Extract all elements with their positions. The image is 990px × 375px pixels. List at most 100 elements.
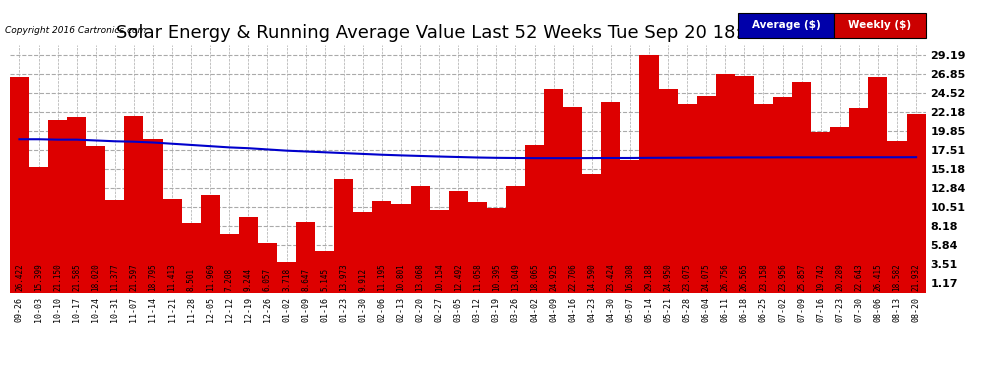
Text: 23.158: 23.158 — [759, 263, 768, 291]
Text: 11.377: 11.377 — [110, 263, 120, 291]
Title: Solar Energy & Running Average Value Last 52 Weeks Tue Sep 20 18:53: Solar Energy & Running Average Value Las… — [116, 24, 764, 42]
Bar — [411, 186, 430, 292]
Bar — [10, 77, 29, 292]
FancyBboxPatch shape — [834, 13, 926, 38]
Bar — [467, 202, 487, 292]
Text: 16.308: 16.308 — [626, 263, 635, 291]
Bar — [487, 208, 506, 292]
Bar — [372, 201, 391, 292]
Bar — [353, 212, 372, 292]
Bar — [296, 222, 315, 292]
Bar — [220, 234, 239, 292]
Bar — [86, 146, 105, 292]
Text: 22.643: 22.643 — [854, 263, 863, 291]
Text: 3.718: 3.718 — [282, 268, 291, 291]
Text: 12.492: 12.492 — [453, 263, 462, 291]
Text: 11.969: 11.969 — [206, 263, 215, 291]
Bar — [448, 190, 467, 292]
Text: 26.422: 26.422 — [15, 263, 24, 291]
Text: 9.912: 9.912 — [358, 268, 367, 291]
Bar — [907, 114, 926, 292]
Bar — [277, 262, 296, 292]
Text: Weekly ($): Weekly ($) — [848, 20, 912, 30]
Bar — [144, 139, 162, 292]
Text: 13.049: 13.049 — [511, 263, 520, 291]
Bar — [887, 141, 907, 292]
Text: 11.058: 11.058 — [473, 263, 482, 291]
Bar — [162, 200, 181, 292]
Text: 18.065: 18.065 — [530, 263, 539, 291]
Text: 6.057: 6.057 — [263, 268, 272, 291]
Text: 21.932: 21.932 — [912, 263, 921, 291]
Bar — [868, 77, 887, 292]
Bar — [658, 89, 677, 292]
Bar — [105, 200, 125, 292]
Text: 24.950: 24.950 — [663, 263, 672, 291]
Text: 24.925: 24.925 — [549, 263, 558, 291]
Bar — [697, 96, 716, 292]
Bar — [201, 195, 220, 292]
Bar — [640, 54, 658, 292]
Bar — [677, 104, 697, 292]
Bar — [315, 251, 335, 292]
FancyBboxPatch shape — [738, 13, 834, 38]
Text: 23.075: 23.075 — [683, 263, 692, 291]
Bar — [335, 178, 353, 292]
Bar — [391, 204, 411, 292]
Bar — [49, 120, 67, 292]
Text: 11.413: 11.413 — [167, 263, 176, 291]
Text: 9.244: 9.244 — [244, 268, 252, 291]
Bar — [525, 145, 545, 292]
Text: 24.075: 24.075 — [702, 263, 711, 291]
Bar — [601, 102, 621, 292]
Text: 11.195: 11.195 — [377, 263, 386, 291]
Bar — [811, 132, 831, 292]
Text: 10.154: 10.154 — [435, 263, 444, 291]
Text: 10.801: 10.801 — [397, 263, 406, 291]
Bar — [29, 167, 49, 292]
Bar — [792, 82, 811, 292]
Text: 19.742: 19.742 — [816, 263, 826, 291]
Text: 29.188: 29.188 — [644, 263, 653, 291]
Text: 26.756: 26.756 — [721, 263, 730, 291]
Bar — [67, 117, 86, 292]
Bar — [754, 104, 773, 292]
Text: 20.289: 20.289 — [836, 263, 844, 291]
Bar — [621, 159, 640, 292]
Text: 10.395: 10.395 — [492, 263, 501, 291]
Bar — [544, 89, 563, 292]
Bar — [181, 223, 201, 292]
Bar — [258, 243, 277, 292]
Text: 26.415: 26.415 — [873, 263, 882, 291]
Bar — [125, 116, 144, 292]
Bar — [831, 127, 849, 292]
Bar — [582, 174, 601, 292]
Text: 15.399: 15.399 — [34, 263, 43, 291]
Text: 21.597: 21.597 — [130, 263, 139, 291]
Bar — [716, 74, 735, 292]
Bar — [239, 217, 258, 292]
Bar — [563, 107, 582, 292]
Text: 18.020: 18.020 — [91, 263, 100, 291]
Text: 13.068: 13.068 — [416, 263, 425, 291]
Text: 21.150: 21.150 — [53, 263, 62, 291]
Text: 14.590: 14.590 — [587, 263, 596, 291]
Text: 7.208: 7.208 — [225, 268, 234, 291]
Bar — [849, 108, 868, 292]
Text: 21.585: 21.585 — [72, 263, 81, 291]
Text: 25.857: 25.857 — [797, 263, 806, 291]
Text: 8.647: 8.647 — [301, 268, 310, 291]
Text: Copyright 2016 Cartronics.com: Copyright 2016 Cartronics.com — [5, 26, 147, 35]
Bar — [735, 76, 754, 292]
Bar — [773, 97, 792, 292]
Text: 23.424: 23.424 — [606, 263, 616, 291]
Text: 26.565: 26.565 — [740, 263, 748, 291]
Text: 13.973: 13.973 — [340, 263, 348, 291]
Text: 8.501: 8.501 — [187, 268, 196, 291]
Text: 23.956: 23.956 — [778, 263, 787, 291]
Text: 5.145: 5.145 — [320, 268, 330, 291]
Bar — [506, 186, 525, 292]
Text: 22.706: 22.706 — [568, 263, 577, 291]
Text: Average ($): Average ($) — [751, 20, 821, 30]
Text: 18.795: 18.795 — [148, 263, 157, 291]
